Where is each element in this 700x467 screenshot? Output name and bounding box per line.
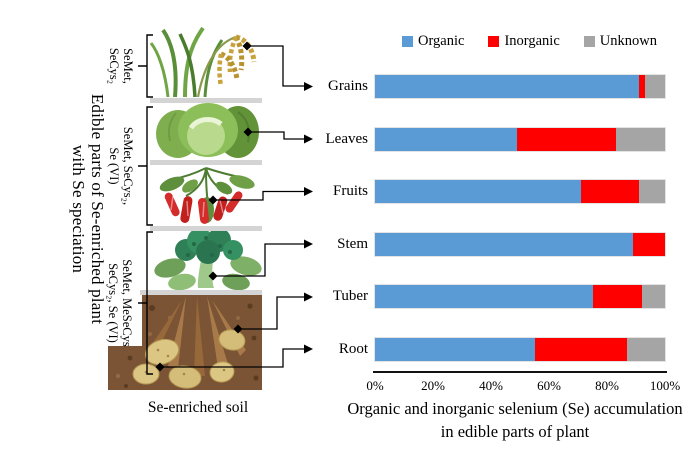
- arrowhead-fruits: [304, 187, 313, 196]
- arrowhead-tuber: [304, 292, 313, 302]
- cabbage-illustration: [156, 103, 259, 158]
- tier-dividers: [140, 98, 262, 295]
- legend-swatch-organic: [402, 36, 413, 47]
- x-tick-20: 20%: [421, 378, 445, 393]
- x-tick-80: 80%: [595, 378, 619, 393]
- legend-label-unknown: Unknown: [599, 33, 657, 49]
- speciation-stem-tuber-root-line1: SeMet, MeSeCys: [120, 259, 134, 347]
- legend-item-organic: Organic: [402, 33, 464, 50]
- legend-item-unknown: Unknown: [583, 33, 657, 50]
- chart-caption-line2: in edible parts of plant: [440, 422, 590, 441]
- speciation-label-stem-tuber-root: SeMet, MeSeCys SeCys₂, Se (VI): [106, 259, 134, 347]
- diamond-marker-grains: [242, 41, 252, 51]
- speciation-brackets: [138, 34, 153, 375]
- arrowhead-leaves: [304, 134, 313, 144]
- diamond-marker-leaves: [243, 127, 253, 137]
- speciation-grains-line1: SeMet,: [121, 48, 135, 84]
- chart-caption-line1: Organic and inorganic selenium (Se) accu…: [347, 399, 683, 418]
- speciation-stem-tuber-root-line2: SeCys₂, Se (VI): [106, 263, 120, 343]
- legend-swatch-unknown: [583, 36, 595, 47]
- speciation-label-grains: SeMet, SeCys₂: [107, 48, 135, 84]
- legend-item-inorganic: Inorganic: [488, 33, 560, 50]
- speciation-leaves-fruits-line2: Se (VI): [107, 147, 121, 185]
- broccoli-illustration: [154, 228, 262, 291]
- edible-parts-axis-label-line2: with Se speciation: [69, 144, 88, 274]
- chili-plant-illustration: [159, 167, 255, 224]
- arrowhead-root: [304, 344, 313, 354]
- speciation-grains-line2: SeCys₂: [107, 47, 121, 85]
- arrowhead-stem: [304, 239, 313, 249]
- bracket-grains: [138, 34, 153, 98]
- speciation-leaves-fruits-line1: SeMet, SeCys₂,: [121, 126, 135, 206]
- diamond-marker-root: [155, 362, 165, 372]
- speciation-label-leaves-fruits: SeMet, SeCys₂, Se (VI): [107, 127, 135, 205]
- legend-swatch-inorganic: [488, 36, 500, 47]
- edible-parts-axis-label: Edible parts of Se-enriched plant with S…: [69, 94, 107, 324]
- x-axis-line: [373, 371, 667, 373]
- bracket-leaves-fruits: [138, 106, 153, 226]
- x-tick-40: 40%: [479, 378, 503, 393]
- legend-label-inorganic: Inorganic: [504, 33, 560, 49]
- x-tick-60: 60%: [537, 378, 561, 393]
- chart-legend: Organic Inorganic Unknown: [402, 33, 657, 50]
- annotation-arrows: [155, 41, 313, 372]
- diamond-marker-fruits: [208, 195, 218, 205]
- legend-label-organic: Organic: [418, 33, 465, 49]
- x-tick-100: 100%: [649, 378, 681, 393]
- soil-label: Se-enriched soil: [147, 399, 249, 416]
- bracket-stem-tuber-root: [138, 231, 153, 375]
- rice-plant-illustration: [149, 26, 257, 98]
- diamond-marker-stem: [208, 271, 218, 281]
- diamond-marker-tuber: [233, 324, 243, 334]
- edible-parts-axis-label-line1: Edible parts of Se-enriched plant: [88, 93, 108, 325]
- x-tick-0: 0%: [366, 378, 384, 393]
- soil-with-tubers-and-roots-illustration: [108, 291, 262, 390]
- arrowhead-grains: [304, 82, 313, 91]
